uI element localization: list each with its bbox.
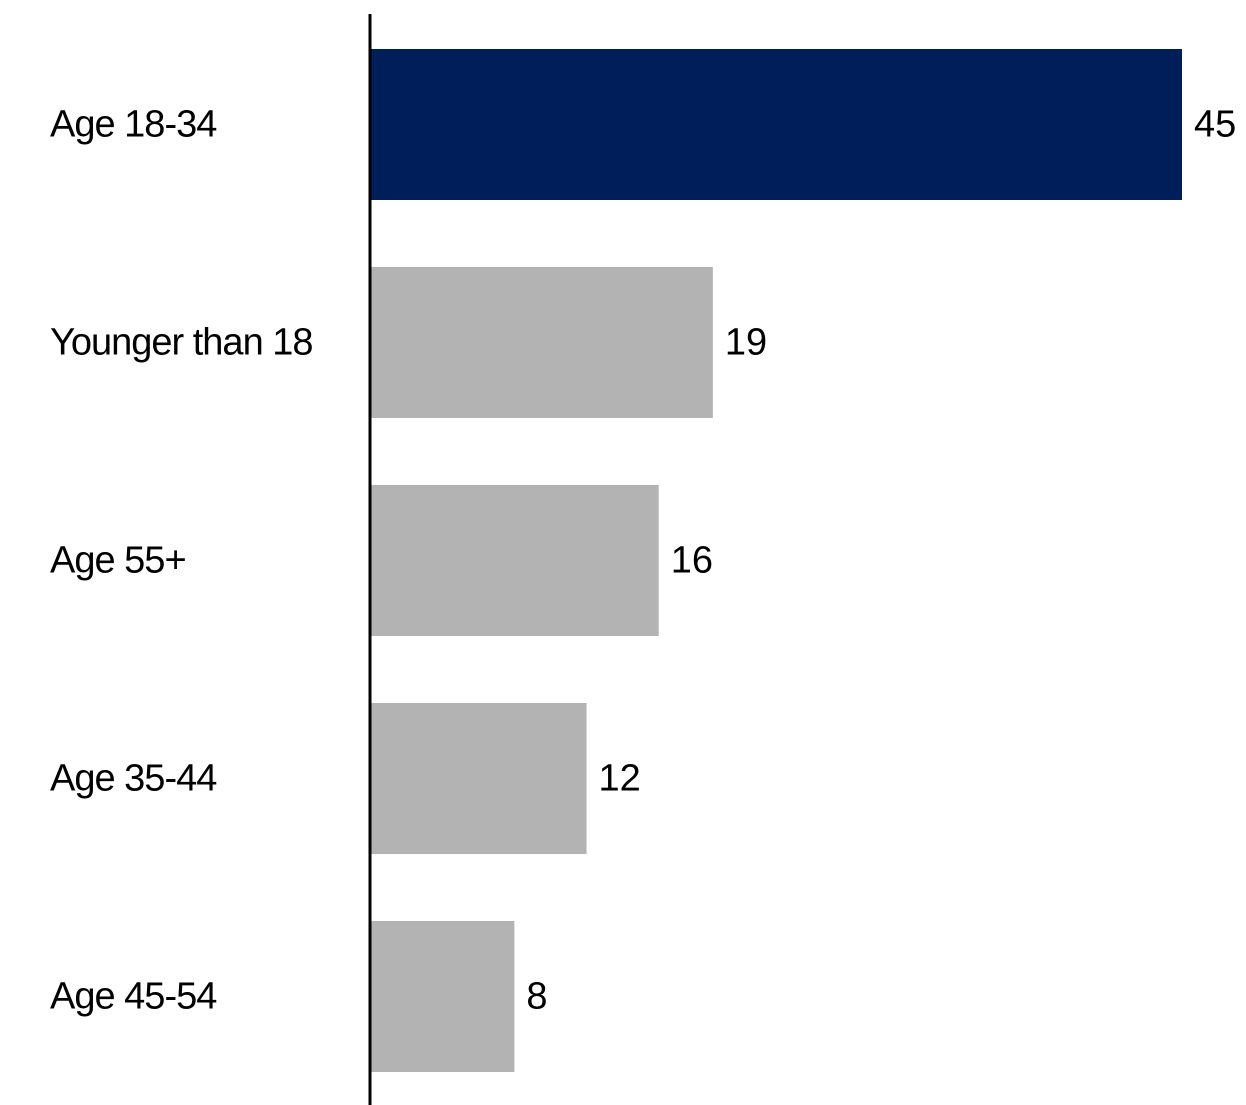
- bar-younger-than-18: [370, 267, 713, 418]
- category-label: Age 45-54: [50, 976, 217, 1018]
- value-labels-group: 45 19 16 12 8: [526, 104, 1236, 1018]
- bar-age-55: [370, 485, 659, 636]
- category-label: Age 35-44: [50, 758, 217, 800]
- category-label: Younger than 18: [50, 322, 313, 364]
- category-labels-group: Age 18-34 Younger than 18 Age 55+ Age 35-44…: [50, 104, 314, 1018]
- bar-age-18-34: [370, 49, 1182, 200]
- value-label: 19: [725, 322, 767, 364]
- category-label: Age 55+: [50, 540, 186, 582]
- bars-group: [370, 49, 1182, 1072]
- bar-age-45-54: [370, 921, 515, 1072]
- bar-age-35-44: [370, 703, 587, 854]
- value-label: 16: [671, 540, 713, 582]
- value-label: 8: [526, 976, 547, 1018]
- category-label: Age 18-34: [50, 104, 217, 146]
- value-label: 12: [599, 758, 641, 800]
- value-label: 45: [1194, 104, 1236, 146]
